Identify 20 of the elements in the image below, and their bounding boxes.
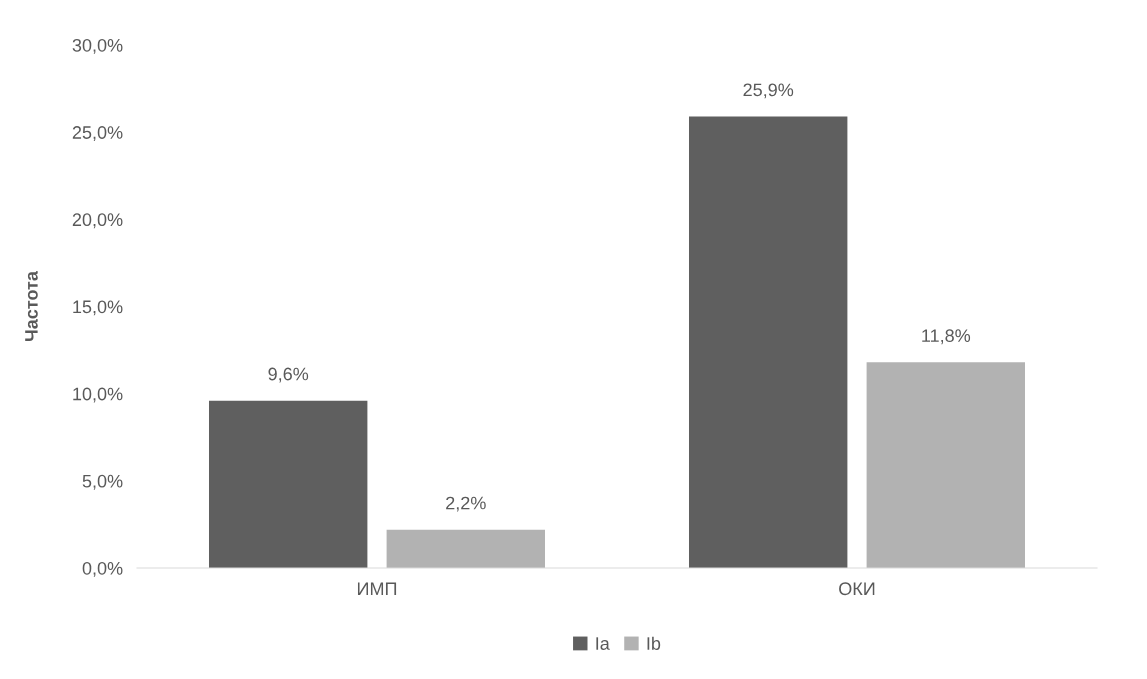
data-label: 25,9%: [743, 83, 794, 99]
y-tick-label: 5,0%: [82, 474, 123, 490]
data-label: 2,2%: [446, 496, 486, 512]
y-tick-label: 10,0%: [73, 387, 123, 403]
bar: [689, 116, 848, 568]
y-tick-label: 30,0%: [72, 38, 123, 54]
y-axis-title: Частота: [25, 270, 38, 341]
legend-label: Ia: [596, 637, 610, 650]
bar: [209, 400, 368, 568]
data-label: 11,8%: [922, 329, 971, 345]
bar: [866, 362, 1025, 568]
y-tick-label: 0,0%: [82, 561, 123, 577]
x-tick-label: ОКИ: [839, 582, 875, 596]
y-tick-label: 15,0%: [73, 300, 123, 316]
legend-label: Ib: [647, 636, 661, 650]
data-label: 9,6%: [268, 367, 309, 383]
x-tick-label: ИМП: [357, 582, 397, 595]
y-tick-label: 25,0%: [72, 126, 123, 142]
y-tick-label: 20,0%: [72, 213, 123, 229]
bar: [386, 529, 545, 568]
